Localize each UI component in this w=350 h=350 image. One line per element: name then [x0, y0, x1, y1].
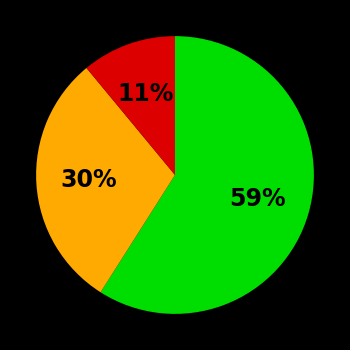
Wedge shape: [86, 36, 175, 175]
Wedge shape: [100, 36, 314, 314]
Text: 59%: 59%: [229, 187, 286, 211]
Text: 30%: 30%: [61, 168, 117, 192]
Wedge shape: [36, 68, 175, 292]
Text: 11%: 11%: [118, 82, 174, 106]
